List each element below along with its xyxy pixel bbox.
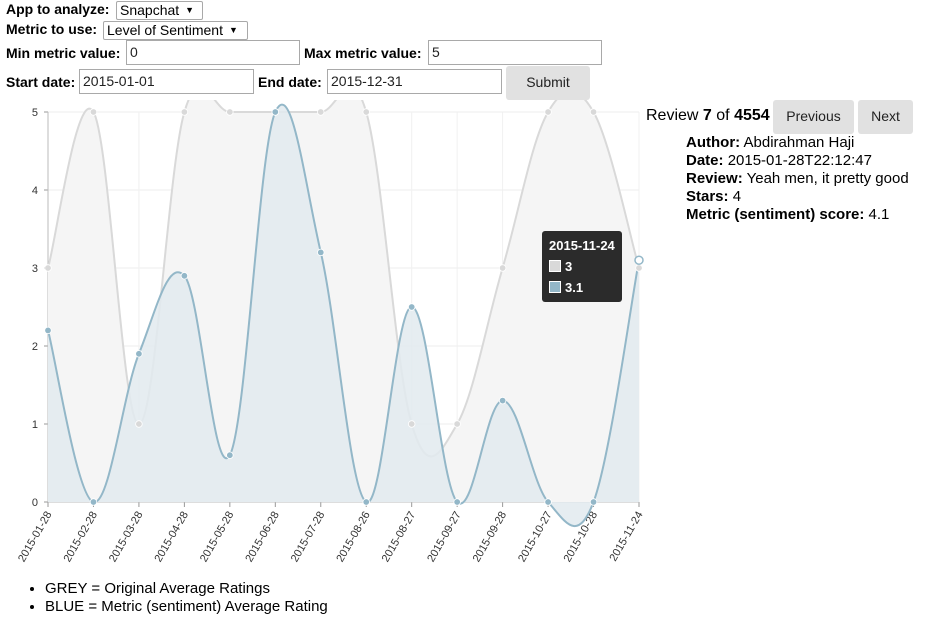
series-grey-point xyxy=(544,108,552,116)
series-grey-point xyxy=(44,264,52,272)
dropdown-arrow-icon: ▼ xyxy=(228,25,238,35)
series-grey-point xyxy=(89,108,98,116)
grey-swatch-icon xyxy=(549,260,561,272)
review-stars: Stars: 4 xyxy=(686,188,742,205)
series-blue-point xyxy=(89,498,98,506)
series-blue-point xyxy=(453,498,461,506)
y-tick-label: 0 xyxy=(32,497,38,509)
x-tick-label: 2015-10-27 xyxy=(516,510,555,565)
series-blue-point xyxy=(317,248,325,257)
metric-select[interactable]: Level of Sentiment ▼ xyxy=(103,21,248,40)
series-blue-point xyxy=(44,326,52,335)
app-select-value: Snapchat xyxy=(120,2,180,18)
series-grey-point xyxy=(498,264,507,272)
metric-label: Metric to use: xyxy=(6,21,98,37)
series-blue-point xyxy=(589,498,598,506)
series-grey-point xyxy=(407,420,416,428)
dropdown-arrow-icon: ▼ xyxy=(185,5,195,15)
x-tick-label: 2015-11-24 xyxy=(607,510,645,564)
x-tick-label: 2015-05-28 xyxy=(198,510,237,565)
x-tick-label: 2015-06-28 xyxy=(243,510,282,565)
x-tick-label: 2015-08-26 xyxy=(334,510,373,565)
app-select[interactable]: Snapchat ▼ xyxy=(116,1,203,20)
review-date: Date: 2015-01-28T22:12:47 xyxy=(686,152,872,169)
series-blue-point xyxy=(498,396,507,405)
review-metric-score: Metric (sentiment) score: 4.1 xyxy=(686,206,890,223)
chart-tooltip: 2015-11-24 3 3.1 xyxy=(542,231,622,302)
review-text: Review: Yeah men, it pretty good xyxy=(686,170,909,187)
review-index: 7 xyxy=(702,107,712,124)
app-label: App to analyze: xyxy=(6,1,110,17)
y-tick-label: 3 xyxy=(32,263,38,275)
series-blue-point xyxy=(180,272,189,280)
tooltip-grey-row: 3 xyxy=(549,256,615,277)
review-author: Author: Abdirahman Haji xyxy=(686,134,855,151)
max-label: Max metric value: xyxy=(304,45,422,61)
x-tick-label: 2015-09-28 xyxy=(471,509,510,564)
legend: GREY = Original Average Ratings BLUE = M… xyxy=(0,580,500,616)
series-blue-point xyxy=(362,498,370,506)
metric-select-value: Level of Sentiment xyxy=(107,22,223,38)
tooltip-grey-value: 3 xyxy=(565,259,573,274)
blue-swatch-icon xyxy=(549,281,561,293)
x-tick-label: 2015-07-28 xyxy=(289,510,328,565)
review-prefix: Review xyxy=(646,107,699,124)
start-date-label: Start date: xyxy=(6,74,76,90)
x-tick-label: 2015-04-28 xyxy=(152,510,191,565)
legend-blue: BLUE = Metric (sentiment) Average Rating xyxy=(45,598,500,616)
start-date-input[interactable]: 2015-01-01 xyxy=(79,69,254,94)
review-details: Author: Abdirahman Haji Date: 2015-01-28… xyxy=(686,134,909,224)
review-of: of xyxy=(716,107,730,124)
tooltip-blue-value: 3.1 xyxy=(565,280,584,295)
x-tick-label: 2015-09-27 xyxy=(425,509,464,564)
series-blue-point xyxy=(634,255,644,265)
min-input[interactable]: 0 xyxy=(126,40,300,65)
y-tick-label: 5 xyxy=(32,107,38,119)
y-tick-label: 1 xyxy=(32,419,38,431)
review-counter: Review 7 of 4554 xyxy=(646,107,770,125)
x-tick-label: 2015-02-28 xyxy=(62,510,101,565)
series-grey-point xyxy=(589,108,598,116)
submit-button[interactable]: Submit xyxy=(506,66,590,100)
series-grey-point xyxy=(226,108,234,116)
end-date-input[interactable]: 2015-12-31 xyxy=(327,69,502,94)
x-tick-label: 2015-01-28 xyxy=(16,510,55,565)
max-input[interactable]: 5 xyxy=(428,40,602,65)
series-grey-point xyxy=(317,108,325,116)
end-date-label: End date: xyxy=(258,74,322,90)
tooltip-blue-row: 3.1 xyxy=(549,277,615,298)
series-grey-point xyxy=(180,108,189,116)
next-button[interactable]: Next xyxy=(858,100,913,134)
series-blue-point xyxy=(271,108,280,116)
tooltip-date: 2015-11-24 xyxy=(549,238,615,253)
x-tick-label: 2015-08-27 xyxy=(380,510,419,565)
series-blue-point xyxy=(407,303,416,311)
review-total: 4554 xyxy=(734,107,770,124)
min-label: Min metric value: xyxy=(6,45,121,61)
series-grey-point xyxy=(635,264,643,272)
series-blue-point xyxy=(544,498,552,506)
previous-button[interactable]: Previous xyxy=(773,100,854,134)
series-blue-point xyxy=(135,350,143,358)
legend-grey: GREY = Original Average Ratings xyxy=(45,580,500,598)
series-blue-line xyxy=(47,103,640,528)
y-tick-label: 2 xyxy=(32,341,38,353)
series-grey-point xyxy=(362,108,370,116)
series-blue-point xyxy=(226,451,234,459)
series-grey-point xyxy=(453,420,461,428)
y-tick-label: 4 xyxy=(32,185,38,197)
series-grey-point xyxy=(135,420,143,428)
x-tick-label: 2015-03-28 xyxy=(107,510,146,565)
